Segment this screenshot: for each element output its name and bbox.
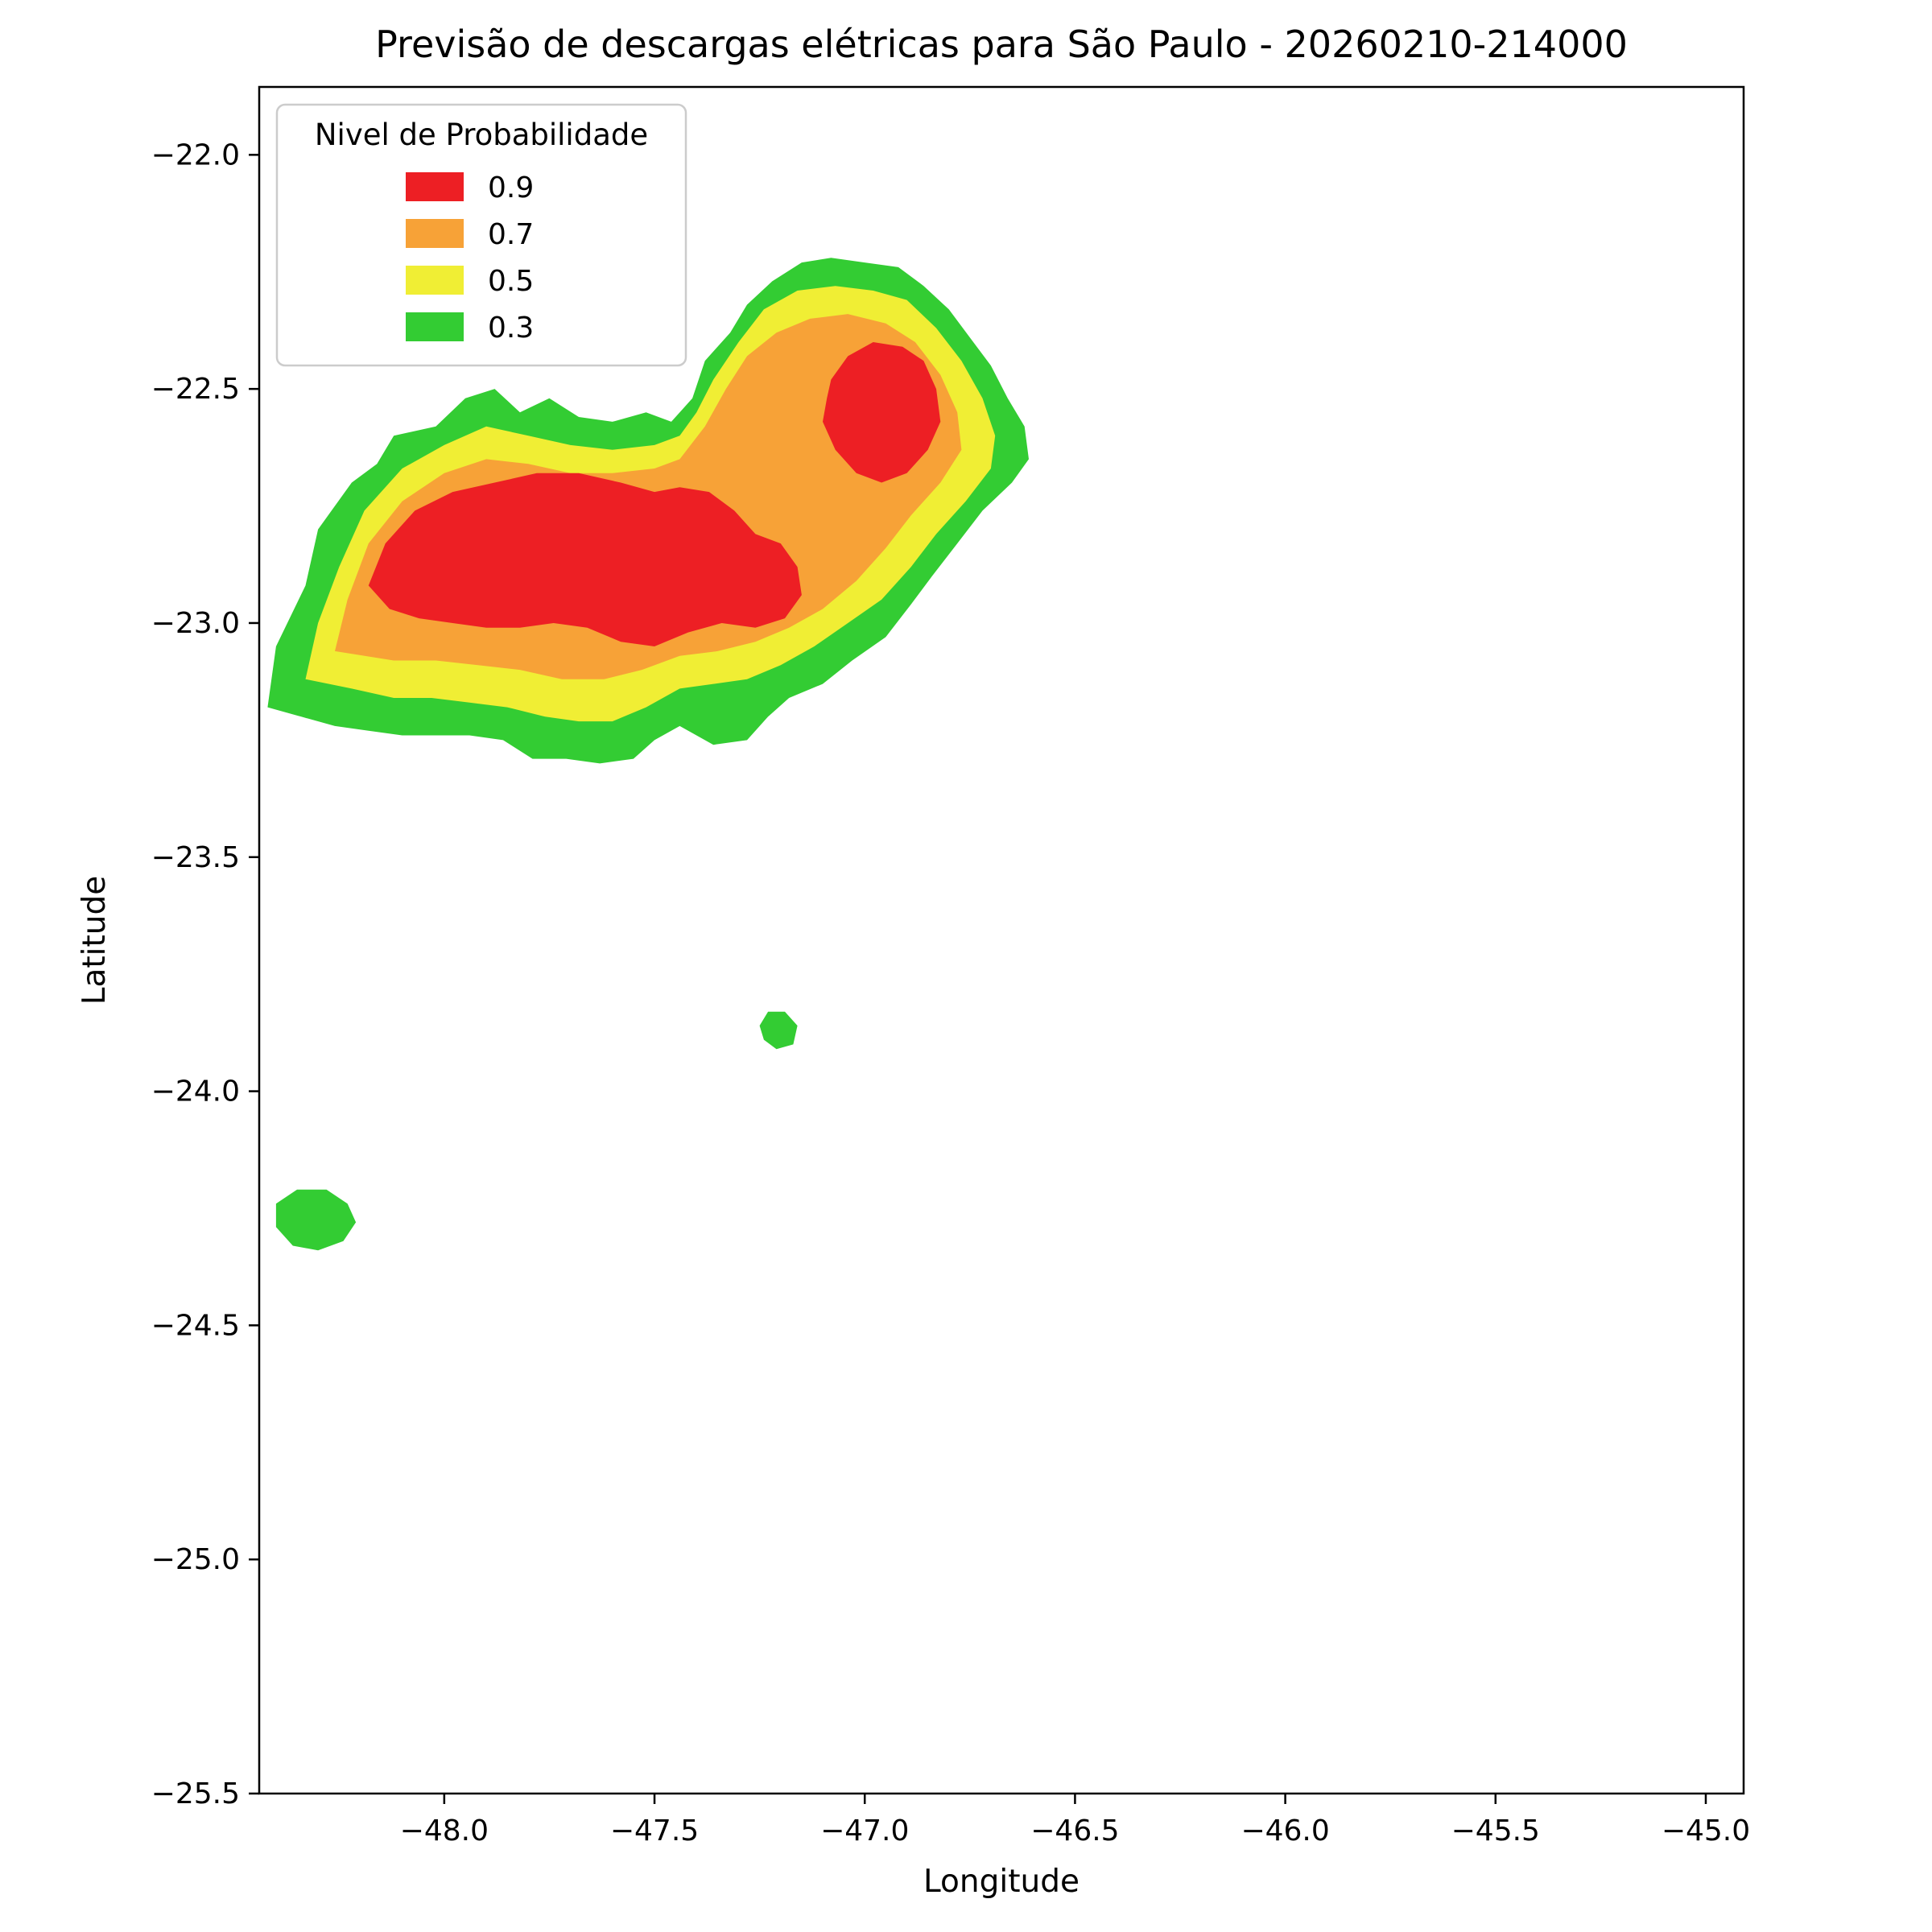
chart-title: Previsão de descargas elétricas para São… [375,23,1628,66]
contour-layers [267,258,1029,1251]
legend-entry-label: 0.7 [488,218,534,251]
contour-region-0.9 [368,473,802,646]
x-tick-label: −48.0 [400,1814,489,1847]
legend-entry-label: 0.5 [488,265,534,298]
legend-swatch-0.5 [406,266,464,295]
y-tick-label: −25.0 [151,1543,240,1576]
legend-swatch-0.7 [406,219,464,248]
contour-region-0.3 [759,1011,798,1050]
y-tick-label: −25.5 [151,1777,240,1810]
y-tick-label: −24.5 [151,1309,240,1342]
x-axis-label: Longitude [923,1864,1080,1900]
legend-box [275,103,687,367]
contour-region-0.3 [275,1189,357,1251]
legend-entry-label: 0.9 [488,171,534,204]
y-tick-label: −23.0 [151,607,240,640]
x-tick-label: −46.0 [1241,1814,1329,1847]
legend: Nivel de Probabilidade 0.9 0.7 0.5 0.3 [275,103,687,367]
legend-swatch-0.9 [406,172,464,201]
y-tick-label: −23.5 [151,841,240,874]
y-axis-label: Latitude [76,876,113,1005]
legend-swatch-0.3 [406,312,464,341]
legend-entry-label: 0.3 [488,312,534,345]
y-tick-label: −24.0 [151,1075,240,1108]
x-tick-label: −45.0 [1662,1814,1750,1847]
y-tick-label: −22.0 [151,138,240,171]
x-tick-label: −47.0 [820,1814,909,1847]
legend-title: Nivel de Probabilidade [315,118,648,152]
contour-region-0.9 [823,342,941,483]
x-tick-label: −45.5 [1451,1814,1540,1847]
x-tick-label: −47.5 [610,1814,699,1847]
y-tick-label: −22.5 [151,373,240,406]
axes-frame [258,85,1745,1795]
x-tick-label: −46.5 [1030,1814,1119,1847]
